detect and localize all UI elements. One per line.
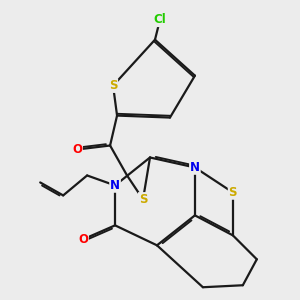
Text: N: N xyxy=(110,179,120,192)
Text: Cl: Cl xyxy=(154,13,166,26)
Text: S: S xyxy=(229,186,237,199)
Text: O: O xyxy=(78,233,88,246)
Text: S: S xyxy=(109,79,117,92)
Text: N: N xyxy=(190,161,200,174)
Text: S: S xyxy=(139,193,147,206)
Text: O: O xyxy=(72,143,82,156)
